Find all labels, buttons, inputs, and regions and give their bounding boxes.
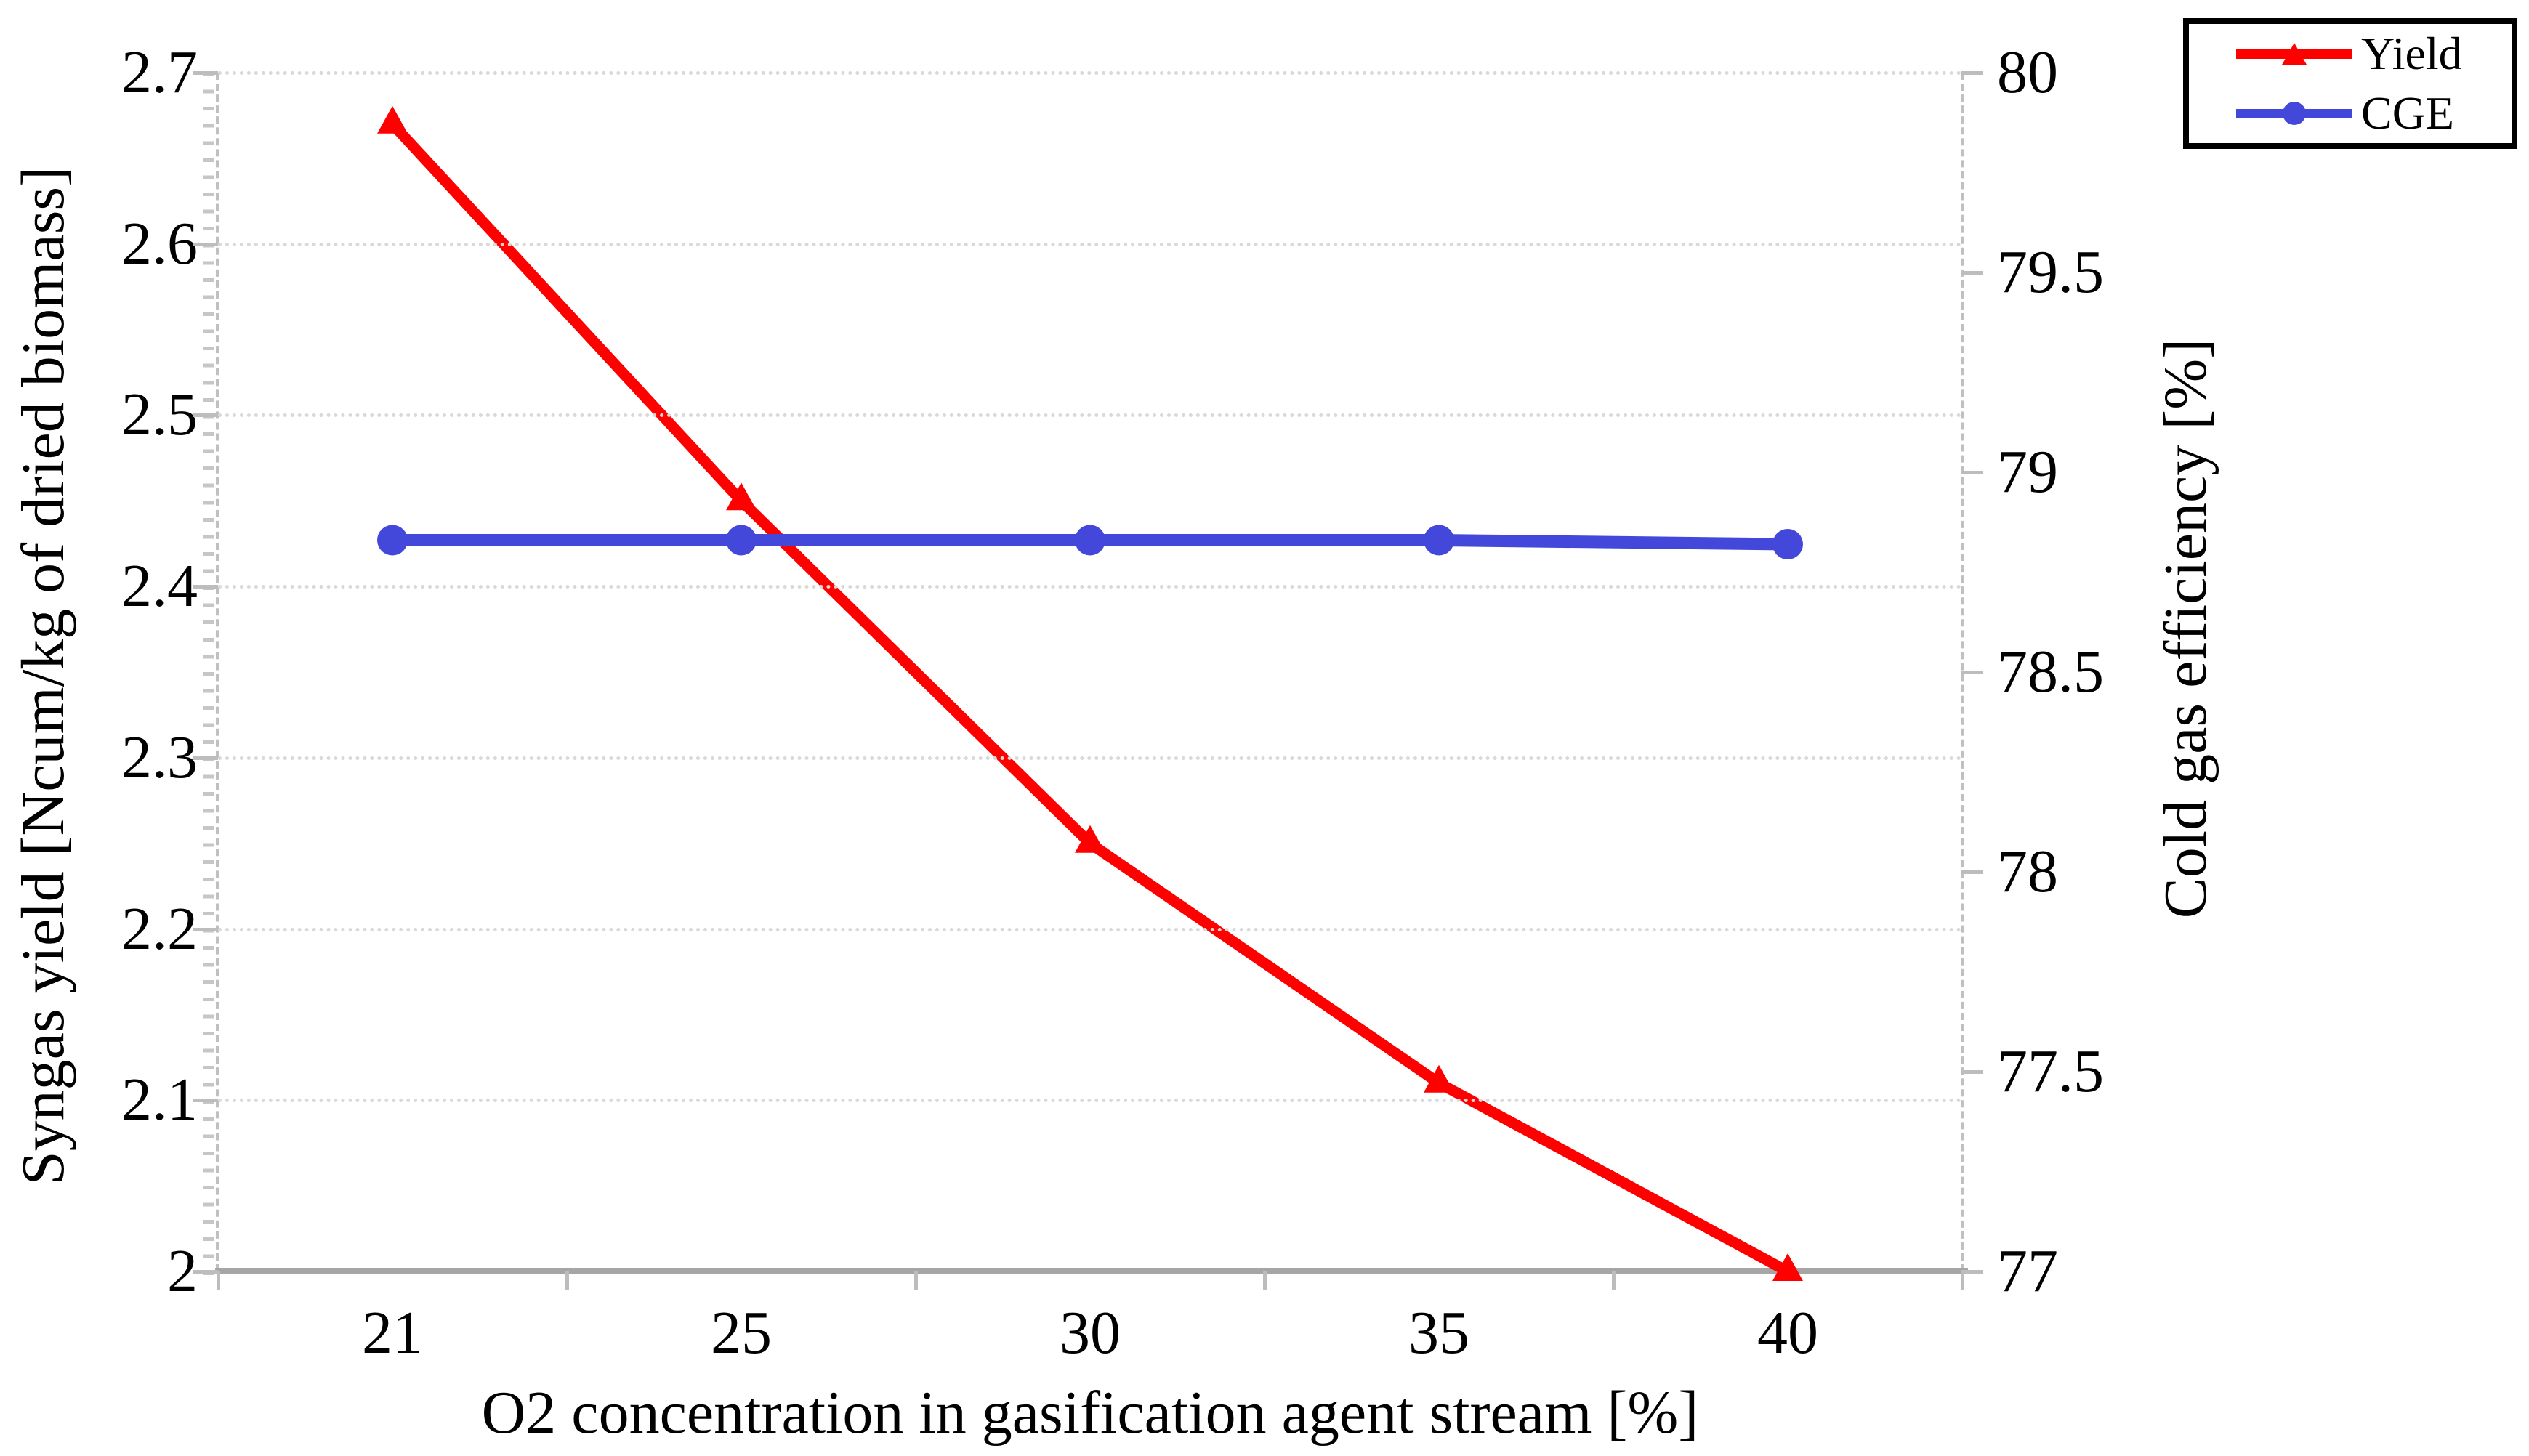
circle-marker-icon <box>726 525 757 556</box>
y-left-tick <box>193 585 218 589</box>
y-right-tick <box>1961 1070 1983 1074</box>
triangle-marker-icon <box>2282 43 2307 65</box>
legend-label-yield: Yield <box>2361 28 2462 79</box>
y-right-tick-label: 78 <box>1997 838 2058 905</box>
left-axis-title: Syngas yield [Ncum/kg of dried biomass] <box>9 166 77 1186</box>
right-axis-title: Cold gas efficiency [%] <box>2152 338 2219 919</box>
x-tick-label: 30 <box>1060 1299 1121 1367</box>
y-right-tick <box>1961 1270 1983 1274</box>
x-axis-tick <box>1612 1271 1616 1290</box>
series-plot <box>377 105 1803 1281</box>
y-left-tick-label: 2 <box>167 1237 198 1305</box>
triangle-marker-icon <box>726 482 757 511</box>
gridline <box>218 1099 1962 1103</box>
y-left-tick-label: 2.1 <box>121 1066 198 1134</box>
plot-area <box>203 71 1968 1281</box>
x-tick-label: 40 <box>1757 1299 1818 1367</box>
legend-label-cge: CGE <box>2361 87 2454 139</box>
x-axis-tick <box>565 1271 569 1290</box>
x-axis-tick <box>1961 1271 1964 1290</box>
gridline <box>218 585 1962 589</box>
y-right-tick-label: 80 <box>1997 39 2058 106</box>
yield-line-sample <box>2236 43 2352 65</box>
triangle-marker-icon <box>1772 1253 1803 1281</box>
y-left-tick <box>193 1270 218 1274</box>
circle-marker-icon <box>2283 102 2306 125</box>
y-left-tick <box>193 927 218 931</box>
y-left-tick-label: 2.2 <box>121 894 198 963</box>
x-axis-tick <box>217 1271 220 1290</box>
circle-marker-icon <box>1772 529 1803 559</box>
x-tick-label: 35 <box>1408 1299 1469 1367</box>
x-axis-line <box>215 1268 1968 1274</box>
y-right-tick <box>1961 471 1983 474</box>
y-right-tick <box>1961 671 1983 674</box>
circle-marker-icon <box>1424 525 1454 556</box>
y-left-tick <box>193 756 218 760</box>
x-tick-label: 21 <box>362 1299 423 1367</box>
circle-marker-icon <box>1075 525 1105 556</box>
y-right-tick <box>1961 271 1983 275</box>
gridline <box>218 927 1962 931</box>
legend-item-cge: CGE <box>2189 84 2512 143</box>
y-right-tick-label: 78.5 <box>1997 638 2104 705</box>
x-axis-tick <box>914 1271 918 1290</box>
y-right-tick-label: 79.5 <box>1997 238 2104 306</box>
gridline <box>218 413 1962 418</box>
triangle-marker-icon <box>377 105 408 134</box>
x-axis-title: O2 concentration in gasification agent s… <box>481 1379 1699 1447</box>
y-right-tick-label: 79 <box>1997 438 2058 506</box>
y-left-tick <box>193 242 218 246</box>
cge-line-sample <box>2236 102 2352 125</box>
y-left-tick <box>193 71 218 75</box>
gridline <box>218 71 1962 75</box>
legend: Yield CGE <box>2183 18 2517 149</box>
y-right-tick-label: 77 <box>1997 1237 2058 1305</box>
legend-item-yield: Yield <box>2189 24 2512 84</box>
y-left-tick-label: 2.4 <box>121 552 198 620</box>
triangle-marker-icon <box>1075 825 1105 853</box>
circle-marker-icon <box>377 525 408 556</box>
y-right-tick-label: 77.5 <box>1997 1038 2104 1105</box>
y-left-tick-label: 2.5 <box>121 381 198 449</box>
plot-left-border <box>216 73 219 1271</box>
y-left-tick-label: 2.6 <box>121 209 198 278</box>
y-left-tick-label: 2.7 <box>121 39 198 106</box>
x-axis-tick <box>1263 1271 1267 1290</box>
y-left-tick <box>193 1099 218 1103</box>
y-right-tick <box>1961 870 1983 874</box>
gridline <box>218 242 1962 246</box>
gridline <box>218 756 1962 760</box>
triangle-marker-icon <box>1424 1064 1454 1093</box>
y-left-tick-label: 2.3 <box>121 723 198 791</box>
left-minor-ticks <box>203 73 214 1275</box>
y-right-tick <box>1961 71 1983 75</box>
y-left-tick <box>193 413 218 418</box>
x-tick-label: 25 <box>711 1299 772 1367</box>
